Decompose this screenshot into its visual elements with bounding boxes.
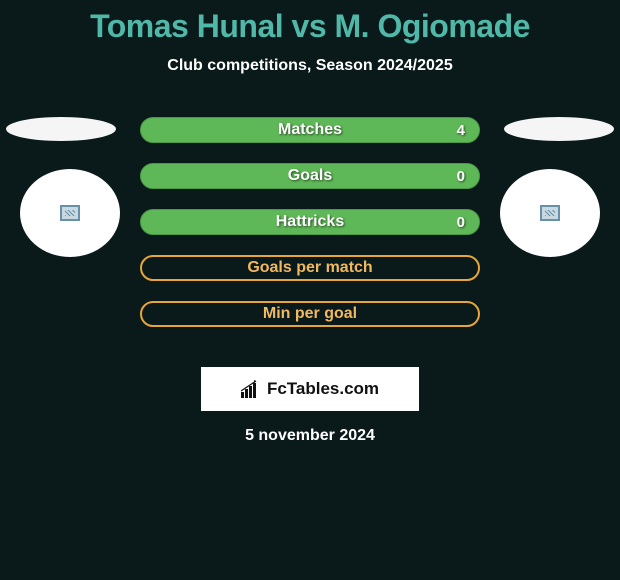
player-left-avatar [20,169,120,257]
stat-label: Min per goal [142,305,478,323]
comparison-title: Tomas Hunal vs M. Ogiomade [0,8,620,45]
player-left-shadow [6,117,116,141]
comparison-subtitle: Club competitions, Season 2024/2025 [0,57,620,75]
stat-value: 4 [457,122,465,139]
stat-label: Hattricks [141,213,479,231]
stat-bar-matches: Matches 4 [140,117,480,143]
logo-text: FcTables.com [267,379,379,399]
stat-label: Goals [141,167,479,185]
stat-bars: Matches 4 Goals 0 Hattricks 0 Goals per … [140,117,480,347]
stat-bar-goals: Goals 0 [140,163,480,189]
stat-label: Matches [141,121,479,139]
stat-bar-hattricks: Hattricks 0 [140,209,480,235]
placeholder-icon [540,205,560,221]
comparison-chart: Matches 4 Goals 0 Hattricks 0 Goals per … [0,117,620,357]
stat-label: Goals per match [142,259,478,277]
snapshot-date: 5 november 2024 [0,427,620,445]
stat-value: 0 [457,214,465,231]
player-right-shadow [504,117,614,141]
placeholder-icon [60,205,80,221]
stat-bar-min-per-goal: Min per goal [140,301,480,327]
stat-value: 0 [457,168,465,185]
source-logo: FcTables.com [201,367,419,411]
bars-icon [241,380,263,398]
player-right-avatar [500,169,600,257]
stat-bar-goals-per-match: Goals per match [140,255,480,281]
